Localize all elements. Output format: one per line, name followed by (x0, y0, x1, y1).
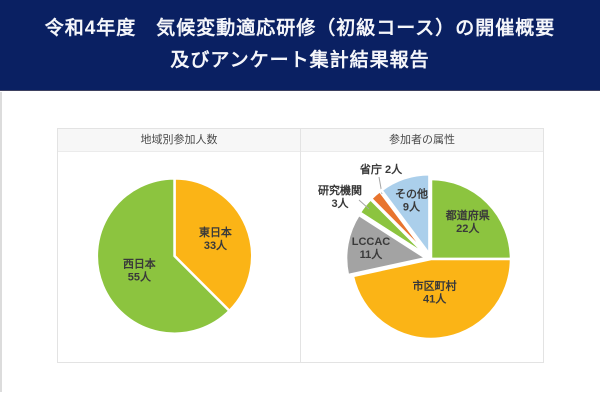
pie-slice-label-LCCAC: LCCAC 11人 (352, 236, 391, 261)
charts-container: 地域別参加人数 東日本 33人西日本 55人 参加者の属性 都道府県 22人市区町村 4… (57, 128, 544, 363)
pie-slice-label-研究機関: 研究機関 3人 (318, 183, 362, 210)
pie-slice-その他 (380, 173, 431, 256)
pie-slice-東日本 (173, 177, 254, 313)
pie-slice-label-東日本: 東日本 33人 (199, 225, 232, 252)
leader-line-研究機関 (358, 199, 370, 210)
page-title-line2: 及びアンケート集計結果報告 (170, 50, 430, 71)
pie-slice-省庁 (369, 189, 429, 257)
pie-slice-label-西日本: 西日本 55人 (123, 257, 156, 284)
chart-area-attribute: 都道府県 22人市区町村 41人 LCCAC 11人 研究機関 3人 省庁 2人その他 9人 (301, 152, 543, 362)
pie-slice-label-都道府県: 都道府県 22人 (445, 208, 490, 235)
slide-header: 令和4年度 気候変動適応研修（初級コース）の開催概要 及びアンケート集計結果報告 (0, 0, 600, 91)
left-edge-line (0, 92, 2, 392)
pie-slice-都道府県 (429, 177, 513, 261)
pie-slice-label-市区町村: 市区町村 41人 (413, 278, 457, 305)
chart-panel-attribute: 参加者の属性 都道府県 22人市区町村 41人 LCCAC 11人 研究機関 3人 省庁 2人… (300, 129, 543, 362)
chart-title-attribute: 参加者の属性 (301, 129, 543, 152)
chart-title-region: 地域別参加人数 (58, 129, 300, 152)
pie-slice-label-省庁: 省庁 2人 (359, 162, 403, 176)
pie-slice-市区町村 (351, 257, 513, 341)
pie-slice-LCCAC (344, 213, 428, 277)
pie-slice-西日本 (95, 177, 231, 335)
chart-area-region: 東日本 33人西日本 55人 (58, 152, 300, 362)
pie-slice-label-その他: その他 9人 (395, 186, 428, 213)
chart-panel-region: 地域別参加人数 東日本 33人西日本 55人 (58, 129, 300, 362)
page-title-line1: 令和4年度 気候変動適応研修（初級コース）の開催概要 (44, 18, 556, 39)
